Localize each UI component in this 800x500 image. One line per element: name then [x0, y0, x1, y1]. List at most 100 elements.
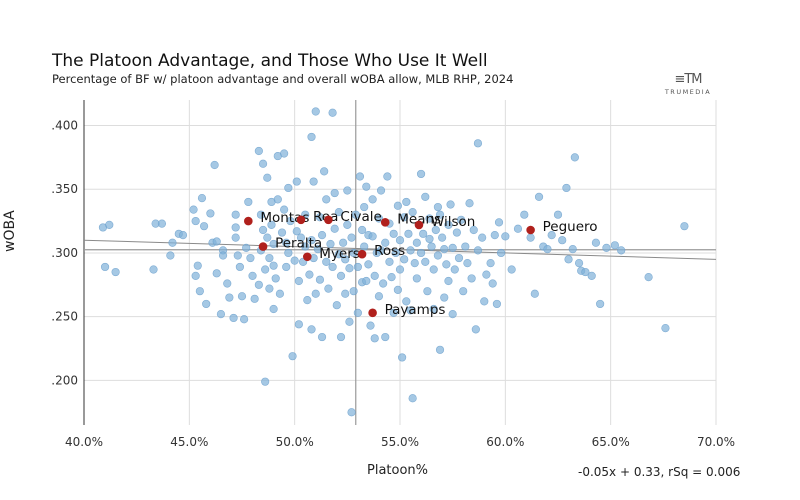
- x-tick-label: 70.0%: [697, 435, 735, 449]
- data-point: [202, 299, 211, 309]
- data-point: [408, 208, 417, 217]
- data-point: [263, 173, 272, 182]
- highlight-label: Ross: [374, 243, 405, 259]
- data-point: [265, 284, 274, 293]
- data-point: [385, 257, 394, 266]
- highlight-label: Payamps: [385, 302, 446, 318]
- data-point: [393, 285, 402, 295]
- data-point: [322, 257, 331, 266]
- data-point: [478, 233, 487, 242]
- highlight-point: [258, 242, 268, 251]
- data-point: [256, 210, 266, 219]
- data-point: [231, 210, 240, 219]
- data-point: [294, 276, 303, 286]
- data-point: [275, 289, 285, 298]
- data-point: [366, 321, 375, 330]
- data-point: [313, 245, 322, 254]
- y-tick-label: .250: [51, 310, 78, 324]
- data-point: [336, 271, 346, 280]
- data-point: [433, 251, 443, 260]
- data-point: [395, 236, 405, 245]
- data-point: [267, 220, 276, 230]
- data-point: [370, 271, 379, 280]
- data-point: [416, 248, 426, 258]
- data-point: [212, 269, 221, 278]
- data-point: [258, 159, 268, 168]
- data-point: [429, 265, 438, 274]
- data-point: [473, 246, 483, 255]
- data-point: [353, 262, 362, 272]
- data-point: [389, 308, 398, 317]
- data-point: [212, 237, 221, 246]
- data-point: [501, 232, 510, 241]
- data-point: [419, 229, 428, 238]
- data-point: [261, 377, 270, 386]
- data-point: [311, 289, 320, 298]
- data-point: [311, 107, 320, 116]
- data-point: [543, 245, 552, 254]
- data-point: [398, 353, 407, 362]
- trendline: [83, 239, 717, 260]
- data-point: [347, 233, 356, 242]
- data-point: [303, 295, 312, 305]
- data-point: [292, 177, 301, 186]
- data-point: [513, 224, 523, 233]
- data-point: [168, 238, 177, 247]
- data-point: [282, 262, 291, 272]
- data-point: [100, 262, 110, 272]
- data-point: [317, 332, 327, 342]
- data-point: [387, 273, 396, 282]
- data-point: [349, 248, 358, 258]
- data-point: [307, 132, 316, 142]
- data-point: [280, 149, 289, 158]
- data-point: [347, 408, 356, 417]
- data-point: [440, 245, 449, 254]
- data-point: [288, 352, 297, 361]
- data-point: [444, 276, 453, 286]
- data-point: [574, 259, 584, 268]
- data-point: [305, 270, 314, 279]
- data-point: [330, 224, 339, 233]
- data-point: [191, 271, 200, 280]
- data-point: [343, 186, 352, 195]
- data-point: [408, 394, 417, 403]
- x-axis-label: Platoon%: [367, 463, 429, 478]
- data-point: [490, 230, 499, 240]
- x-tick-label: 45.0%: [170, 435, 208, 449]
- data-point: [526, 233, 535, 242]
- data-point: [233, 251, 242, 260]
- data-point: [553, 210, 563, 219]
- data-point: [497, 248, 506, 258]
- data-point: [307, 236, 316, 245]
- data-point: [246, 253, 255, 263]
- data-point: [393, 201, 402, 210]
- data-point: [315, 213, 325, 222]
- data-point: [189, 205, 198, 214]
- data-point: [277, 228, 287, 237]
- data-point: [406, 246, 415, 255]
- data-point: [416, 169, 426, 179]
- highlight-label: Civale: [340, 209, 382, 225]
- data-point: [339, 238, 348, 247]
- data-point: [374, 214, 384, 223]
- data-point: [240, 315, 249, 324]
- data-point: [261, 265, 270, 274]
- trumedia-logo-text: TRUMEDIA: [664, 88, 712, 96]
- data-point: [421, 257, 430, 266]
- data-point: [362, 182, 371, 191]
- data-point: [324, 284, 333, 293]
- data-point: [486, 259, 495, 268]
- data-point: [235, 262, 244, 272]
- chart-subtitle: Percentage of BF w/ platoon advantage an…: [52, 72, 514, 86]
- data-point: [334, 250, 344, 259]
- data-point: [210, 160, 219, 170]
- x-tick-label: 65.0%: [592, 435, 630, 449]
- data-point: [353, 308, 362, 317]
- data-point: [402, 297, 411, 306]
- data-point: [376, 186, 386, 195]
- data-point: [389, 229, 398, 238]
- data-point: [265, 253, 274, 263]
- data-point: [193, 261, 202, 270]
- data-point: [480, 297, 489, 306]
- data-point: [547, 230, 556, 240]
